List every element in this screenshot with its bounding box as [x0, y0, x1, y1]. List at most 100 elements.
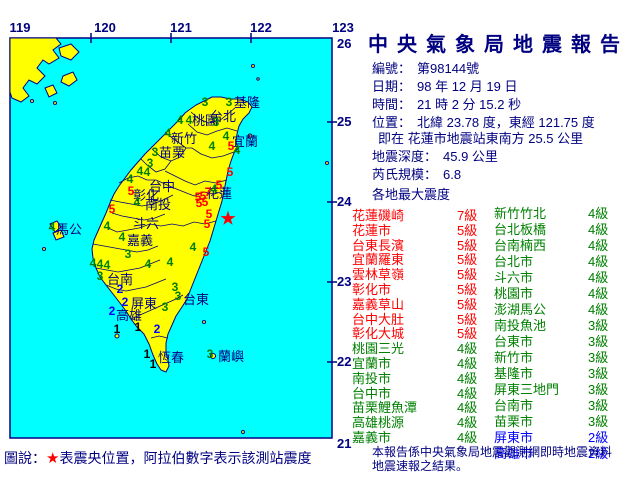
- station-intensity-number: 5: [216, 178, 223, 192]
- station-intensity-number: 3: [202, 95, 209, 109]
- station-row: 台中市 4級: [352, 383, 477, 402]
- station-row: 桃園三光 4級: [352, 338, 477, 357]
- station-name: 基隆市: [494, 366, 534, 381]
- station-row: 屏東三地門 3級: [494, 379, 608, 398]
- station-intensity-number: 5: [206, 207, 213, 221]
- field-label: 時間：: [372, 97, 412, 112]
- station-intensity-number: 4: [90, 256, 97, 270]
- station-level: 3級: [588, 350, 609, 365]
- station-level: 5級: [457, 326, 478, 342]
- station-intensity-number: 5: [202, 195, 209, 209]
- station-name: 屏東市: [494, 430, 534, 445]
- field-label: 日期：: [372, 79, 412, 94]
- station-row: 基隆市 3級: [494, 363, 608, 382]
- station-intensity-number: 2: [117, 282, 124, 296]
- report-field: 時間： 21 時 2 分 15.2 秒: [372, 94, 521, 113]
- station-intensity-number: 3: [172, 280, 179, 294]
- station-intensity-number: 4: [234, 143, 241, 157]
- station-name: 桃園市: [494, 286, 534, 301]
- city-label: 高雄: [116, 308, 142, 323]
- station-intensity-number: 1: [144, 347, 151, 361]
- lat-tick-label: 24: [337, 194, 352, 209]
- station-intensity-number: 5: [109, 202, 116, 216]
- report-field: 日期： 98 年 12 月 19 日: [372, 76, 517, 95]
- station-name: 高雄桃源: [352, 415, 405, 431]
- city-label: 桃園: [192, 113, 218, 128]
- station-row: 苗栗鯉魚潭 4級: [352, 397, 477, 416]
- city-label: 南投: [145, 197, 171, 212]
- mainland-coast: [9, 37, 80, 105]
- station-level: 3級: [588, 366, 609, 381]
- field-value: 第98144號: [417, 61, 480, 76]
- station-name: 台中大肚: [352, 311, 405, 327]
- station-name: 台北市: [494, 254, 534, 269]
- note-line: 本報告係中央氣象局地震觀測網即時地震資料: [372, 445, 613, 459]
- station-name: 台東長濱: [352, 237, 405, 253]
- station-row: 台東市 3級: [494, 331, 608, 350]
- station-row: 屏東市 2級: [494, 427, 608, 446]
- city-label: 宜蘭: [232, 134, 258, 149]
- station-intensity-number: 3: [207, 347, 214, 361]
- station-intensity-number: 4: [223, 129, 230, 143]
- station-intensity-number: 4: [177, 113, 184, 127]
- report-field: 位置： 北緯 23.78 度，東經 121.75 度: [372, 112, 595, 131]
- note-line: 地震速報之結果。: [372, 459, 469, 473]
- station-name: 南投市: [352, 370, 392, 386]
- station-intensity-number: 5: [196, 196, 203, 210]
- station-row: 嘉義草山 5級: [352, 294, 477, 313]
- city-label: 苗栗: [159, 145, 185, 160]
- station-row: 高雄市 2級: [494, 443, 608, 462]
- field-label: 位置：: [372, 115, 412, 130]
- station-row: 新竹市 3級: [494, 347, 608, 366]
- city-label: 台中: [149, 179, 175, 194]
- epicenter-star: ★: [220, 209, 236, 228]
- station-row: 新竹竹北 4級: [494, 203, 608, 222]
- station-name: 彰化大城: [352, 326, 405, 342]
- city-label: 馬公: [56, 222, 82, 237]
- city-label: 恆春: [158, 350, 184, 365]
- station-intensity-number: 5: [200, 189, 207, 203]
- station-level: 5級: [457, 296, 478, 312]
- station-intensity-number: 4: [144, 165, 151, 179]
- station-row: 台中大肚 5級: [352, 309, 477, 328]
- station-name: 桃園三光: [352, 341, 405, 357]
- station-intensity-number: 4: [209, 139, 216, 153]
- station-intensity-number: 2: [109, 304, 116, 318]
- map-legend: 圖說：★表震央位置，阿拉伯數字表示該測站震度: [4, 448, 311, 468]
- station-level: 5級: [457, 267, 478, 283]
- city-label: 蘭嶼: [218, 349, 244, 364]
- station-level: 4級: [457, 430, 478, 445]
- station-intensity-number: 5: [228, 139, 235, 153]
- city-label: 台北: [210, 109, 236, 124]
- station-level: 4級: [588, 206, 609, 221]
- station-name: 新竹竹北: [494, 206, 547, 221]
- report-field: 芮氏規模： 6.8: [372, 164, 461, 183]
- city-label: 屏東: [131, 296, 157, 311]
- station-intensity-number: 2: [122, 295, 129, 309]
- station-name: 宜蘭市: [352, 356, 392, 371]
- city-label: 斗六: [133, 216, 159, 231]
- station-intensity-number: 4: [104, 219, 111, 233]
- station-row: 南投市 4級: [352, 368, 477, 387]
- station-row: 斗六市 4級: [494, 267, 608, 286]
- taiwan-island: [91, 96, 253, 373]
- lon-tick-label: 122: [250, 20, 272, 35]
- lat-tick-label: 21: [337, 436, 351, 451]
- field-label: 芮氏規模：: [372, 167, 438, 182]
- station-level: 5級: [457, 252, 478, 268]
- field-value: 45.9 公里: [443, 149, 498, 164]
- station-intensity-number: 3: [162, 300, 169, 314]
- station-row: 高雄桃源 4級: [352, 412, 477, 431]
- station-name: 台南市: [494, 398, 534, 413]
- station-level: 3級: [588, 318, 609, 333]
- station-level: 4級: [588, 222, 609, 237]
- station-name: 南投魚池: [494, 318, 547, 333]
- station-name: 花蓮磯崎: [352, 208, 405, 223]
- city-label: 花蓮: [206, 186, 232, 201]
- station-level: 4級: [588, 302, 609, 317]
- station-intensity-number: 4: [97, 257, 104, 271]
- county-borders: [92, 106, 238, 339]
- station-intensity-number: 4: [186, 113, 193, 127]
- legend-text: 表震央位置，阿拉伯數字表示該測站震度: [59, 450, 312, 466]
